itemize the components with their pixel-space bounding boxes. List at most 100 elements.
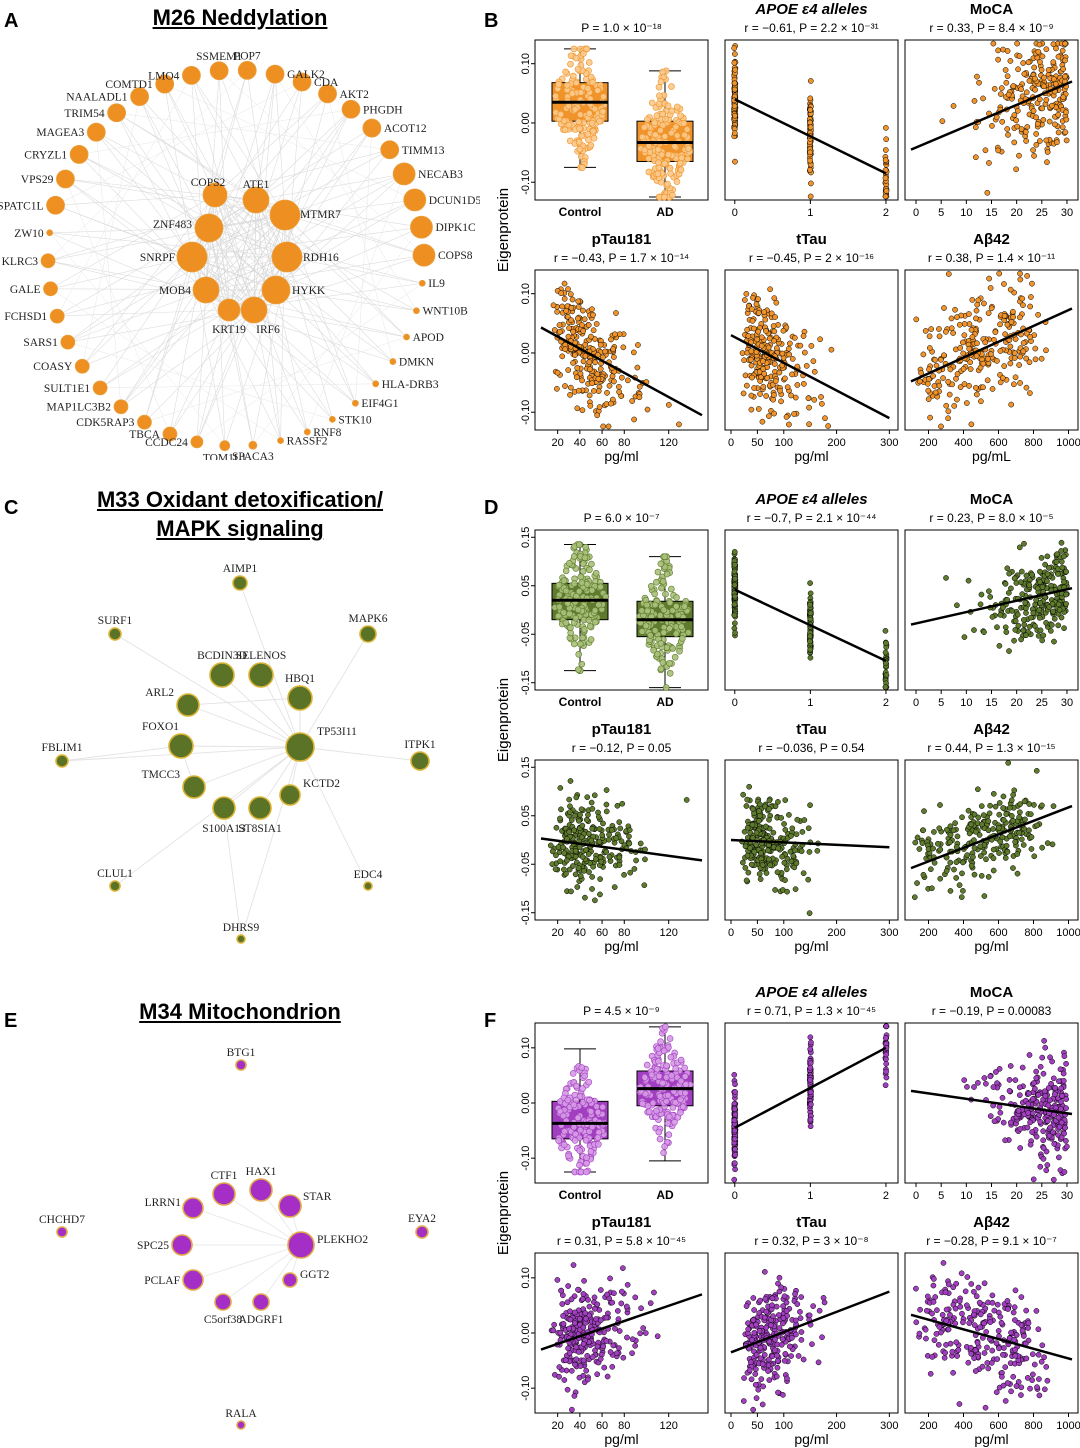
box-point — [645, 155, 652, 162]
data-point — [590, 327, 597, 334]
node-label-lmo4: LMO4 — [148, 70, 180, 82]
data-point — [995, 147, 1002, 154]
x-tick-label: 2 — [883, 697, 889, 709]
data-point — [1031, 802, 1037, 808]
node-surf1 — [108, 627, 122, 641]
data-point — [1060, 94, 1067, 101]
node-label-s100a13: S100A13 — [202, 823, 246, 835]
data-point — [739, 350, 746, 356]
network-a-edge — [55, 204, 277, 291]
node-label-fchsd1: FCHSD1 — [4, 311, 47, 323]
data-point — [1056, 1154, 1062, 1161]
data-point — [960, 859, 966, 866]
box-point — [677, 1096, 684, 1104]
data-point — [731, 1117, 738, 1124]
box-point — [577, 1126, 584, 1134]
box-point — [587, 1148, 595, 1155]
data-point — [604, 1373, 611, 1380]
data-point — [731, 1136, 738, 1142]
box-point — [579, 164, 586, 171]
data-point — [760, 383, 767, 390]
node-label-il9: IL9 — [428, 278, 445, 290]
box-point — [657, 665, 665, 673]
data-point — [1055, 622, 1062, 629]
data-point — [611, 884, 618, 890]
data-point — [761, 370, 768, 377]
data-point — [1053, 45, 1059, 52]
box-point — [671, 653, 679, 661]
data-point — [998, 91, 1004, 97]
data-point — [800, 333, 807, 339]
box-point — [660, 1149, 667, 1157]
data-point — [583, 847, 589, 853]
data-point — [783, 414, 790, 420]
data-point — [1032, 86, 1038, 93]
data-point — [882, 649, 889, 656]
data-point — [744, 796, 751, 803]
box-point — [663, 1062, 670, 1070]
data-point — [1035, 48, 1042, 55]
data-point — [749, 318, 756, 324]
data-point — [758, 850, 764, 856]
data-point — [953, 375, 959, 382]
network-a-edge — [191, 256, 376, 385]
network-a-edge — [228, 199, 415, 311]
data-point — [1050, 608, 1057, 615]
data-point — [580, 328, 586, 334]
box-point — [561, 126, 569, 134]
subplot-stat: r = −0.12, P = 0.05 — [572, 741, 672, 755]
box-point — [672, 630, 680, 638]
data-point — [1010, 865, 1016, 871]
data-point — [748, 348, 755, 355]
node-cdk5rap3 — [137, 414, 152, 430]
data-point — [1001, 281, 1007, 287]
node-label-c5orf38: C5orf38 — [204, 1314, 243, 1326]
network-a-edge — [96, 132, 122, 407]
node-label-cops2: COPS2 — [191, 177, 226, 189]
panel-d-subplot-0: -0.15-0.050.050.15 — [520, 527, 709, 695]
data-point — [972, 154, 979, 161]
box-point — [567, 624, 574, 632]
data-point — [1038, 355, 1045, 362]
data-point — [807, 590, 814, 597]
network-a-edge — [55, 194, 216, 206]
data-point — [1004, 321, 1011, 328]
data-point — [995, 56, 1001, 63]
node-rassf2 — [277, 437, 284, 445]
data-point — [744, 326, 750, 333]
data-point — [818, 394, 824, 400]
box-point — [570, 553, 578, 560]
node-label-ctf1: CTF1 — [211, 1170, 238, 1182]
node-label-tp53i11: TP53I11 — [317, 726, 357, 738]
x-tick-label: 120 — [660, 437, 678, 449]
node-tom1l1 — [219, 440, 231, 452]
data-point — [1010, 817, 1016, 824]
data-point — [969, 297, 976, 303]
box-point — [574, 666, 582, 673]
data-point — [1063, 1105, 1069, 1111]
data-point — [775, 799, 781, 805]
network-a-edge — [205, 74, 276, 291]
data-point — [925, 387, 932, 394]
data-point — [578, 806, 585, 813]
data-point — [559, 353, 566, 360]
x-tick-label: 60 — [596, 927, 608, 939]
data-point — [945, 408, 952, 415]
box-point — [644, 607, 651, 615]
data-point — [766, 816, 772, 823]
data-point — [1055, 111, 1062, 118]
network-a-edge — [139, 96, 230, 311]
box-point — [560, 577, 568, 584]
node-tmcc3 — [182, 775, 206, 799]
data-point — [807, 1116, 814, 1123]
node-hykk — [261, 275, 291, 305]
data-point — [926, 366, 932, 373]
network-a-edge — [286, 256, 394, 362]
network-a-edge — [191, 256, 417, 312]
box-point — [645, 142, 653, 150]
data-point — [554, 369, 561, 376]
data-point — [883, 640, 889, 646]
data-point — [595, 388, 602, 394]
data-point — [564, 857, 570, 864]
